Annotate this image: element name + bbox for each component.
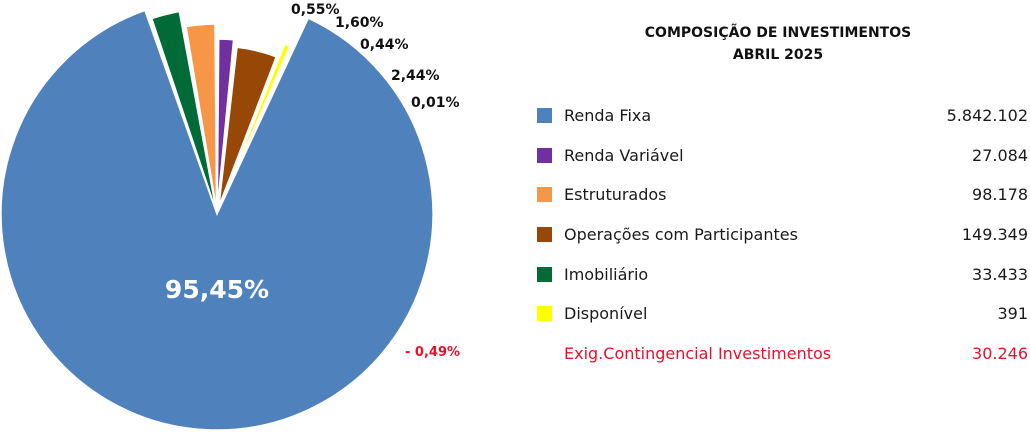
legend-label: Operações com Participantes [564, 225, 798, 245]
legend-swatch [537, 227, 552, 243]
legend-item-renda-fixa: Renda Fixa 5.842.102 [537, 96, 1030, 136]
legend-item-imobiliario: Imobiliário 33.433 [537, 254, 1030, 294]
data-label-exig-contingencial-investimentos: - 0,49% [405, 345, 460, 360]
chart-subtitle: ABRIL 2025 [732, 47, 824, 63]
data-label-disponivel: 0,01% [411, 95, 460, 111]
legend-item-renda-variavel: Renda Variável 27.084 [537, 136, 1030, 176]
legend-swatch [537, 187, 552, 203]
pie-slice-renda-variavel [216, 38, 235, 210]
data-label-renda-variavel: 0,44% [360, 37, 409, 53]
pie-chart: 95,45% 0,55%1,60% 0,44% 2,44% 0,01% - 0,49% [0, 2, 460, 431]
legend-value: 391 [997, 304, 1028, 324]
data-label-renda-fixa: 95,45% [165, 275, 269, 304]
legend-item-exig-contingencial-investimentos: Exig.Contingencial Investimentos 30.246 [537, 334, 1030, 374]
pie-slice-disponivel [220, 43, 291, 206]
pie-slice-renda-fixa [0, 9, 434, 431]
legend-value: 5.842.102 [946, 106, 1028, 126]
legend-swatch [537, 306, 552, 322]
pie-slice-estruturados [185, 23, 218, 210]
legend-value: 27.084 [972, 145, 1028, 165]
legend-label: Renda Variável [564, 145, 684, 165]
chart-title-block: COMPOSIÇÃO DE INVESTIMENTOS ABRIL 2025 [600, 22, 956, 66]
legend-value: 98.178 [972, 185, 1028, 205]
data-label-operacoes-com-participantes: 2,44% [391, 68, 440, 84]
data-label-imobiliario: 0,55% [291, 2, 340, 18]
data-label-estruturados: 1,60% [335, 15, 384, 31]
legend-item-estruturados: Estruturados 98.178 [537, 175, 1030, 215]
legend-swatch [537, 266, 552, 282]
legend: Renda Fixa 5.842.102 Renda Variável 27.084 E… [537, 96, 1030, 373]
chart-title: COMPOSIÇÃO DE INVESTIMENTOS [644, 25, 912, 41]
pie-slice-operacoes-com-participantes [218, 46, 278, 207]
legend-label: Estruturados [564, 185, 667, 205]
legend-label: Disponível [564, 304, 648, 324]
legend-item-disponivel: Disponível 391 [537, 294, 1030, 334]
legend-label: Renda Fixa [564, 106, 652, 126]
legend-label: Exig.Contingencial Investimentos [564, 343, 832, 363]
legend-label: Imobiliário [564, 264, 649, 284]
legend-swatch [537, 147, 552, 163]
legend-value: 33.433 [972, 264, 1028, 284]
legend-item-operacoes-com-participantes: Operações com Participantes 149.349 [537, 215, 1030, 255]
pie-slice-imobiliario [150, 10, 217, 212]
legend-value: 30.246 [972, 343, 1028, 363]
legend-swatch [537, 108, 552, 124]
legend-value: 149.349 [961, 225, 1028, 245]
